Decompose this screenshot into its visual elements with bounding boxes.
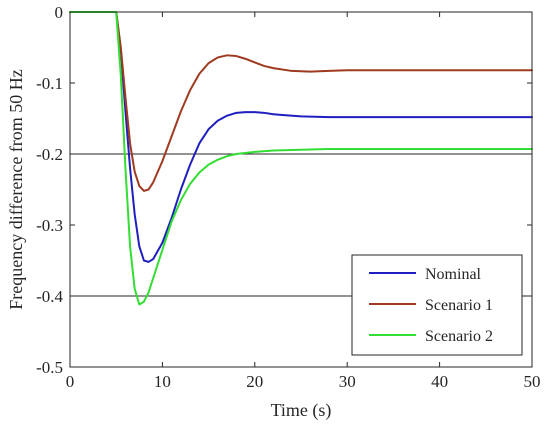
plot-frame — [69, 11, 533, 368]
y-tick-label: -0.5 — [36, 358, 63, 377]
y-axis-label: Frequency difference from 50 Hz — [6, 69, 26, 310]
x-tick-label: 10 — [154, 372, 171, 391]
x-tick-label: 0 — [66, 372, 75, 391]
legend-label-2: Scenario 1 — [425, 297, 493, 314]
series-line-2 — [69, 11, 533, 192]
y-tick-label: -0.2 — [36, 145, 63, 164]
y-tick-label: 0 — [55, 3, 64, 22]
x-tick-label: 50 — [524, 372, 541, 391]
x-tick-label: 30 — [339, 372, 356, 391]
series-line-3 — [69, 11, 533, 306]
legend-label-1: Nominal — [425, 266, 482, 283]
x-tick-label: 40 — [431, 372, 448, 391]
x-tick-label: 20 — [246, 372, 263, 391]
series-line-1 — [69, 11, 533, 263]
legend-label-3: Scenario 2 — [425, 328, 493, 345]
y-tick-label: -0.4 — [36, 287, 63, 306]
x-axis-label: Time (s) — [271, 400, 332, 421]
legend: Nominal Scenario 1 Scenario 2 — [351, 254, 523, 356]
y-tick-label: -0.1 — [36, 74, 63, 93]
y-tick-label: -0.3 — [36, 216, 63, 235]
